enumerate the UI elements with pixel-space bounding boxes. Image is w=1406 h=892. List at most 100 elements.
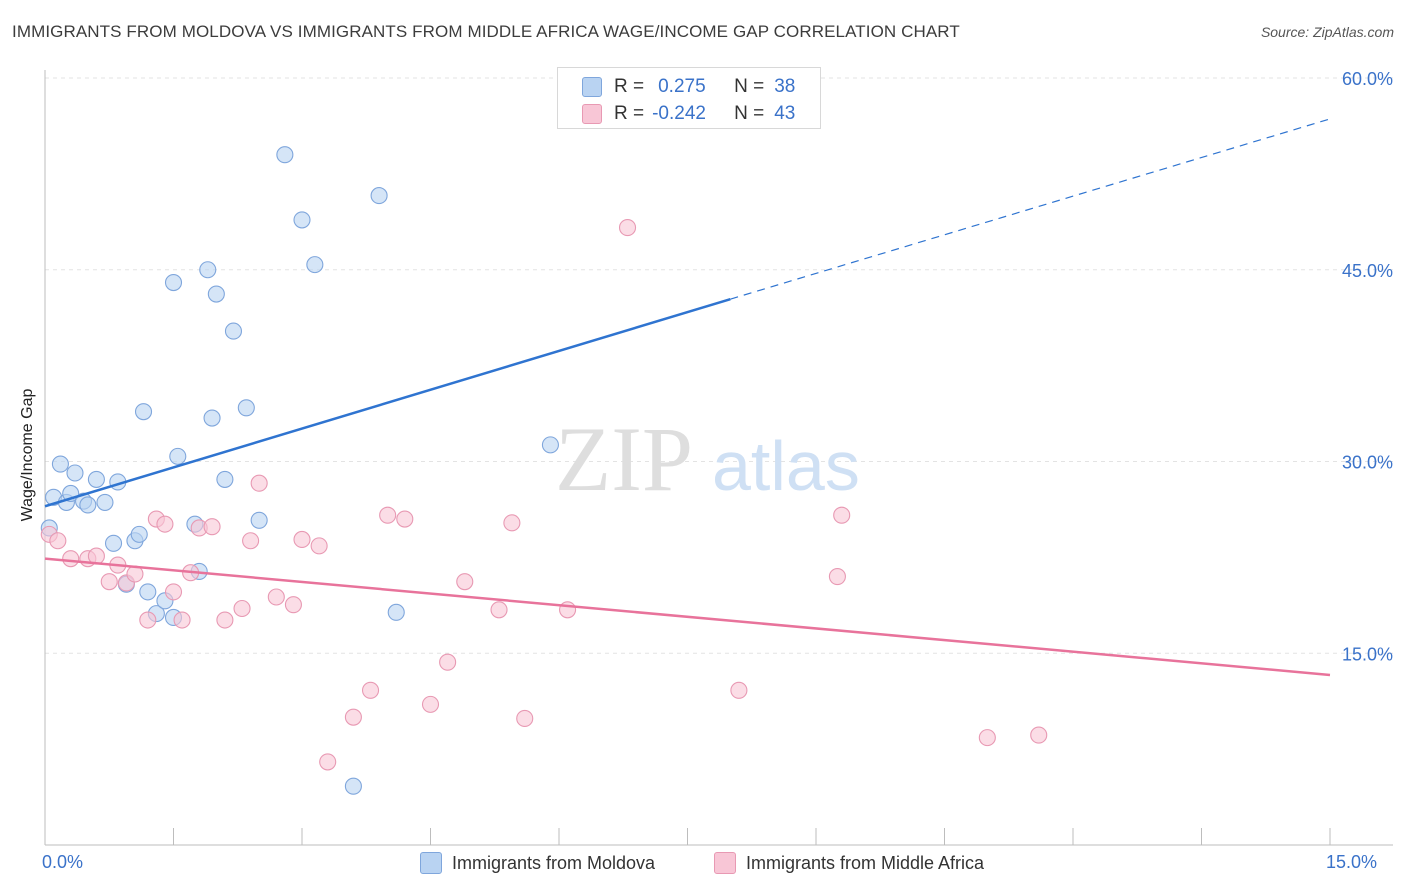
moldova-point (207, 285, 225, 303)
middle-africa-point (100, 573, 118, 591)
y-tick-label: 15.0% (1342, 644, 1393, 664)
middle-africa-point (833, 506, 851, 524)
watermark-atlas: atlas (712, 427, 860, 505)
middle-africa-point (618, 219, 637, 237)
middle-africa-point (503, 514, 521, 532)
moldova-point (293, 211, 311, 229)
moldova-trend-line (44, 297, 731, 508)
moldova-point (66, 464, 84, 482)
n-label: N = (734, 103, 765, 124)
moldova-point (237, 399, 255, 417)
x-ticks (173, 828, 1331, 845)
moldova-point (199, 261, 217, 279)
n-label: N = (734, 76, 765, 97)
moldova-point (139, 583, 157, 601)
moldova-point (276, 146, 294, 164)
legend-label-moldova: Immigrants from Moldova (452, 852, 656, 873)
gridlines (45, 77, 1393, 654)
middle-africa-point (242, 532, 260, 550)
chart-title: IMMIGRANTS FROM MOLDOVA VS IMMIGRANTS FR… (12, 22, 960, 41)
middle-africa-point (62, 550, 80, 568)
y-tick-label: 30.0% (1342, 453, 1393, 473)
n-value: 38 (774, 76, 796, 97)
moldova-point (370, 187, 388, 205)
watermark: ZIP atlas (555, 408, 860, 510)
moldova-point (541, 436, 559, 454)
moldova-point (164, 273, 183, 292)
stats-row-middle-africa: R = -0.242 N = 43 (582, 102, 795, 126)
middle-africa-point (310, 537, 328, 555)
middle-africa-point (344, 708, 362, 726)
middle-africa-point (139, 611, 157, 629)
middle-africa-point (978, 729, 996, 747)
middle-africa-point (490, 601, 508, 619)
series-moldova (40, 146, 559, 795)
middle-africa-trend-line (44, 557, 1331, 677)
stats-row-moldova: R = 0.275 N = 38 (582, 75, 795, 99)
legend-label-middle-africa: Immigrants from Middle Africa (746, 852, 985, 873)
moldova-point (216, 470, 234, 488)
moldova-point (130, 525, 148, 543)
middle-africa-point (828, 567, 846, 586)
moldova-point (87, 470, 105, 488)
moldova-point (250, 511, 268, 529)
axes (44, 70, 1393, 846)
r-label: R = (614, 76, 645, 97)
series-middle-africa (40, 219, 1048, 771)
middle-africa-point (173, 611, 191, 629)
middle-africa-point (516, 709, 534, 727)
watermark-zip: ZIP (555, 408, 693, 510)
middle-africa-point (203, 518, 221, 536)
middle-africa-point (216, 611, 234, 629)
y-tick-label: 60.0% (1342, 69, 1393, 89)
trend-lines (44, 118, 1331, 677)
middle-africa-point (439, 653, 457, 671)
middle-africa-point (233, 599, 251, 618)
middle-africa-point (156, 515, 174, 533)
middle-africa-point (456, 573, 474, 591)
middle-africa-point (319, 753, 337, 771)
moldova-trend-extension (730, 118, 1331, 300)
moldova-point (134, 403, 153, 421)
moldova-point (79, 496, 97, 514)
middle-africa-point (559, 601, 577, 619)
moldova-point (203, 409, 221, 427)
middle-africa-point (293, 530, 311, 549)
moldova-point (96, 493, 114, 511)
legend-swatch-middle-africa (714, 852, 736, 874)
moldova-point (306, 256, 324, 274)
moldova-point (51, 455, 69, 473)
y-tick-label: 45.0% (1342, 261, 1393, 281)
stats-swatch-middle-africa (582, 104, 602, 124)
r-value: -0.242 (652, 103, 706, 124)
middle-africa-point (421, 695, 440, 713)
moldova-point (387, 603, 405, 621)
stats-swatch-moldova (582, 77, 602, 97)
middle-africa-point (164, 583, 183, 601)
r-label: R = (614, 103, 645, 124)
middle-africa-point (250, 474, 268, 492)
middle-africa-point (1030, 726, 1048, 744)
legend-item-middle-africa[interactable]: Immigrants from Middle Africa (714, 852, 984, 874)
middle-africa-point (267, 588, 285, 606)
moldova-point (169, 447, 187, 465)
middle-africa-point (284, 596, 302, 614)
stats-box: R = 0.275 N = 38 R = -0.242 N = 43 (557, 67, 821, 129)
y-tick-labels: 15.0% 30.0% 45.0% 60.0% (1342, 69, 1393, 664)
middle-africa-point (379, 506, 397, 524)
r-value: 0.275 (658, 76, 706, 97)
middle-africa-point (361, 681, 380, 699)
middle-africa-point (730, 681, 748, 699)
source-label: Source: ZipAtlas.com (1260, 24, 1394, 40)
middle-africa-point (396, 510, 414, 528)
n-value: 43 (774, 103, 796, 124)
x-tick-label-min: 0.0% (42, 852, 84, 872)
middle-africa-point (49, 532, 67, 550)
moldova-point (224, 322, 243, 340)
x-tick-label-max: 15.0% (1326, 852, 1378, 872)
legend-swatch-moldova (420, 852, 442, 874)
legend-item-moldova[interactable]: Immigrants from Moldova (420, 852, 655, 874)
moldova-point (344, 777, 362, 795)
moldova-point (104, 534, 123, 552)
